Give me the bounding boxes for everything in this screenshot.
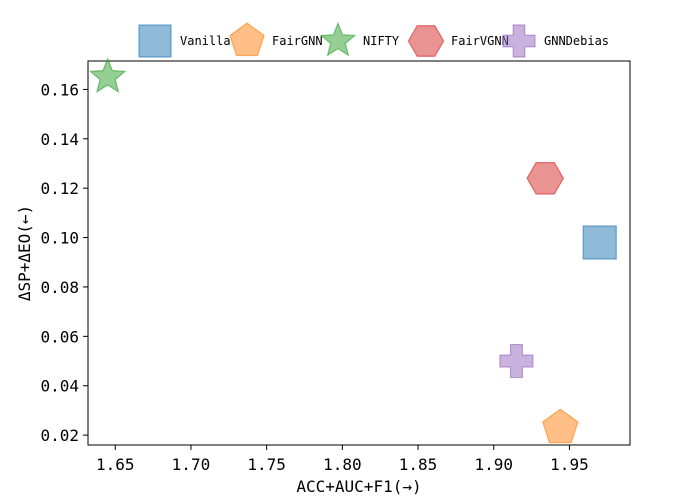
legend-label: NIFTY bbox=[363, 34, 400, 48]
point-fairvgnn bbox=[526, 161, 565, 195]
x-tick-label: 1.70 bbox=[172, 455, 211, 474]
x-axis-ticks: 1.65 1.70 1.75 1.80 1.85 1.90 1.95 bbox=[96, 445, 589, 474]
data-points bbox=[88, 57, 617, 444]
legend-item-fairgnn: FairGNN bbox=[229, 22, 323, 57]
x-tick-label: 1.65 bbox=[96, 455, 135, 474]
legend-item-nifty: NIFTY bbox=[319, 21, 400, 57]
y-axis-label: ΔSP+ΔEO(←) bbox=[15, 205, 34, 301]
x-tick-label: 1.95 bbox=[550, 455, 589, 474]
legend-label: FairVGNN bbox=[451, 34, 509, 48]
legend-item-vanilla: Vanilla bbox=[138, 24, 231, 58]
x-tick-label: 1.85 bbox=[399, 455, 438, 474]
y-tick-label: 0.10 bbox=[40, 229, 79, 248]
point-fairgnn bbox=[542, 408, 579, 444]
y-tick-label: 0.14 bbox=[40, 130, 79, 149]
legend-marker-fairgnn bbox=[229, 22, 265, 57]
legend-marker-fairvgnn bbox=[407, 25, 445, 57]
legend-item-fairvgnn: FairVGNN bbox=[407, 25, 509, 57]
legend-marker-vanilla bbox=[138, 24, 172, 58]
y-tick-label: 0.12 bbox=[40, 179, 79, 198]
y-tick-label: 0.04 bbox=[40, 377, 79, 396]
y-tick-label: 0.08 bbox=[40, 278, 79, 297]
point-gnndebias bbox=[499, 343, 534, 379]
x-tick-label: 1.90 bbox=[474, 455, 513, 474]
legend-item-gnndebias: GNNDebias bbox=[502, 24, 609, 58]
y-tick-label: 0.06 bbox=[40, 327, 79, 346]
legend-marker-nifty bbox=[319, 21, 357, 57]
legend: Vanilla FairGNN NIFTY FairVGNN GNNDebias bbox=[138, 21, 609, 58]
x-axis-label: ACC+AUC+F1(→) bbox=[296, 477, 421, 496]
legend-marker-gnndebias bbox=[502, 24, 536, 58]
y-axis-ticks: 0.02 0.04 0.06 0.08 0.10 0.12 0.14 0.16 bbox=[40, 80, 88, 445]
x-tick-label: 1.75 bbox=[247, 455, 286, 474]
y-tick-label: 0.02 bbox=[40, 426, 79, 445]
legend-label: GNNDebias bbox=[544, 34, 609, 48]
plot-frame bbox=[87, 60, 631, 446]
y-tick-label: 0.16 bbox=[40, 80, 79, 99]
point-nifty bbox=[88, 57, 127, 94]
legend-label: Vanilla bbox=[180, 34, 231, 48]
point-vanilla bbox=[582, 225, 617, 260]
legend-label: FairGNN bbox=[272, 34, 323, 48]
x-tick-label: 1.80 bbox=[323, 455, 362, 474]
